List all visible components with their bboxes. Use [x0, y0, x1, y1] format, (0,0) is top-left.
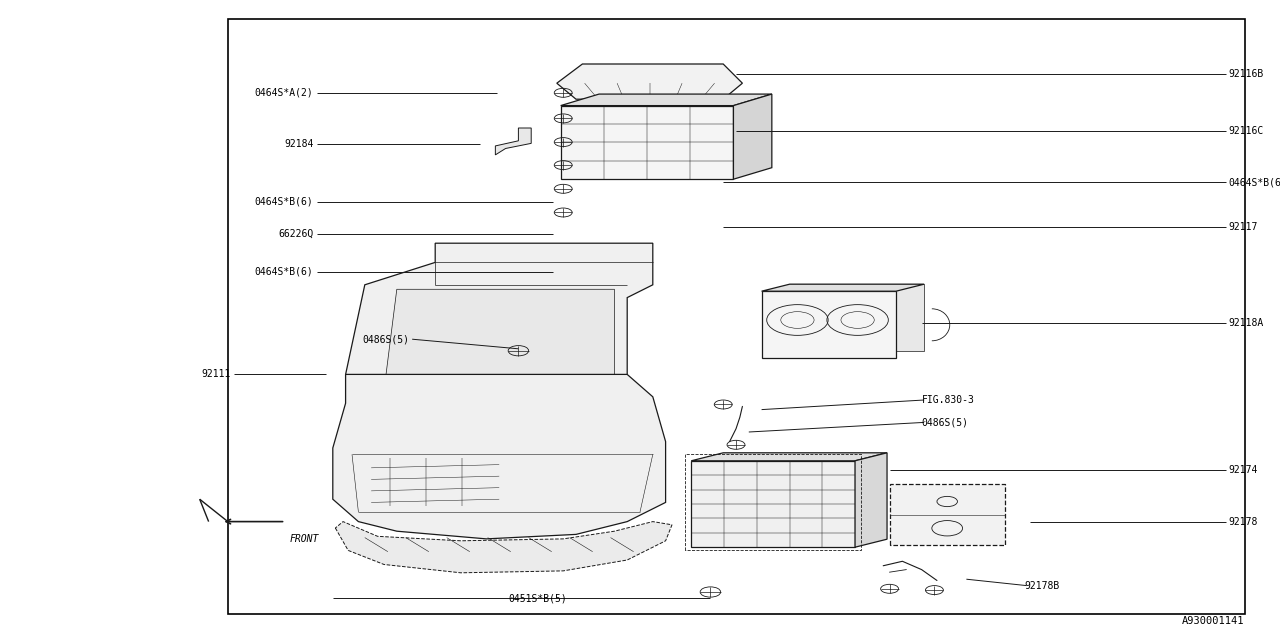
- Text: 92174: 92174: [1229, 465, 1258, 476]
- Text: 0486S(5): 0486S(5): [362, 334, 410, 344]
- Text: A930001141: A930001141: [1181, 616, 1244, 626]
- Polygon shape: [762, 284, 924, 291]
- Polygon shape: [691, 461, 855, 547]
- Text: 0464S*B(6): 0464S*B(6): [1229, 177, 1280, 188]
- Text: 92178B: 92178B: [1024, 580, 1060, 591]
- Polygon shape: [561, 94, 772, 106]
- Text: 0464S*B(6): 0464S*B(6): [255, 196, 314, 207]
- Text: 0464S*A(2): 0464S*A(2): [255, 88, 314, 98]
- Polygon shape: [346, 243, 653, 429]
- Polygon shape: [733, 94, 772, 179]
- Text: FRONT: FRONT: [289, 534, 319, 545]
- Text: 92117: 92117: [1229, 222, 1258, 232]
- Polygon shape: [691, 453, 887, 461]
- Polygon shape: [557, 64, 742, 99]
- Text: 92118A: 92118A: [1229, 318, 1265, 328]
- Text: 92116C: 92116C: [1229, 126, 1265, 136]
- Text: 92178: 92178: [1229, 516, 1258, 527]
- Text: 92116B: 92116B: [1229, 68, 1265, 79]
- Text: 92111: 92111: [201, 369, 230, 380]
- Text: 66226Q: 66226Q: [278, 228, 314, 239]
- Polygon shape: [762, 291, 896, 358]
- Polygon shape: [561, 106, 733, 179]
- Polygon shape: [384, 289, 614, 404]
- Text: 0464S*B(6): 0464S*B(6): [255, 267, 314, 277]
- Text: 0486S(5): 0486S(5): [922, 417, 969, 428]
- Polygon shape: [335, 522, 672, 573]
- Polygon shape: [495, 128, 531, 155]
- Bar: [228, 19, 1245, 614]
- Text: FIG.830-3: FIG.830-3: [922, 395, 974, 405]
- Text: 92184: 92184: [284, 139, 314, 149]
- Polygon shape: [890, 484, 1005, 545]
- Polygon shape: [855, 453, 887, 547]
- Polygon shape: [790, 284, 924, 351]
- Text: 0451S*B(5): 0451S*B(5): [508, 593, 567, 604]
- Polygon shape: [333, 374, 666, 539]
